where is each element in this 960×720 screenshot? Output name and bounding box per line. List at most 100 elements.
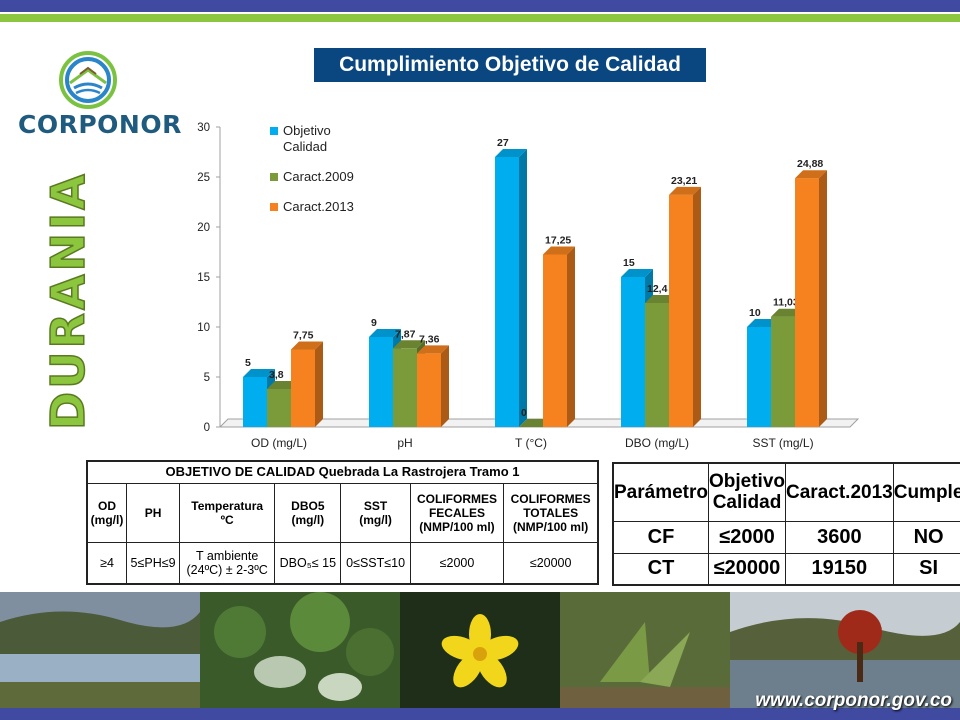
- data-label: 7,87: [395, 328, 416, 340]
- lake-photo: [0, 592, 200, 712]
- bar-front: [291, 349, 315, 427]
- data-label: 3,8: [269, 369, 284, 381]
- y-tick-label: 5: [204, 372, 210, 384]
- bar-side: [441, 345, 449, 427]
- data-label: 0: [521, 407, 527, 419]
- data-label: 7,36: [419, 333, 440, 345]
- bar-top: [291, 341, 323, 350]
- data-label: 15: [623, 257, 635, 269]
- data-label: 17,25: [545, 235, 571, 247]
- legend-swatch: [270, 127, 278, 135]
- bar-front: [369, 337, 393, 427]
- data-label: 24,88: [797, 158, 823, 170]
- bar-front: [243, 377, 267, 427]
- compliance-cell-0-2: 3600: [785, 520, 894, 554]
- bar-side: [693, 186, 701, 427]
- bar-side: [567, 246, 575, 427]
- quality-cell-4: 0≤SST≤10: [340, 542, 411, 585]
- bar-4-2: 24,88: [795, 158, 827, 427]
- x-tick-label: SST (mg/L): [752, 436, 813, 450]
- compliance-cell-1-2: 19150: [785, 552, 894, 586]
- quality-header-0: OD (mg/l): [86, 482, 127, 544]
- bottom-brand-bar: [0, 708, 960, 720]
- legend-item: Caract.2009: [270, 169, 354, 184]
- data-label: 7,75: [293, 330, 314, 342]
- red-tree-lake-photo: [730, 592, 960, 712]
- bar-2-0: 27: [495, 137, 527, 427]
- y-tick-label: 15: [197, 272, 210, 284]
- data-label: 11,03: [773, 297, 799, 309]
- bar-top: [417, 345, 449, 354]
- bar-front: [795, 178, 819, 427]
- quality-cell-1: 5≤PH≤9: [125, 542, 181, 585]
- table-row: CT ≤20000 19150 SI: [612, 552, 960, 586]
- quality-objective-table: OBJETIVO DE CALIDAD Quebrada La Rastroje…: [86, 460, 599, 585]
- quality-header-2: Temperatura ºC: [179, 482, 276, 544]
- side-title: DURANIA: [40, 170, 96, 440]
- compliance-header-3: Cumple: [892, 462, 960, 522]
- x-tick-label: OD (mg/L): [251, 436, 307, 450]
- bar-front: [645, 303, 669, 427]
- quality-header-5: COLIFORMES FECALES (NMP/100 ml): [409, 482, 505, 544]
- legend-label: Caract.2013: [283, 199, 354, 214]
- compliance-cell-0-3: NO: [892, 520, 960, 554]
- side-title-text: DURANIA: [46, 171, 95, 430]
- x-tick-label: pH: [397, 436, 412, 450]
- table-row: CF ≤2000 3600 NO: [612, 520, 960, 554]
- bar-1-2: 7,36: [417, 333, 449, 427]
- yellow-flower-photo: [400, 592, 560, 712]
- y-tick-label: 0: [204, 422, 210, 434]
- quality-objective-caption: OBJETIVO DE CALIDAD Quebrada La Rastroje…: [86, 460, 599, 484]
- compliance-cell-1-1: ≤20000: [707, 552, 787, 586]
- legend-label: Caract.2009: [283, 169, 354, 184]
- quality-header-3: DBO5 (mg/l): [274, 482, 342, 544]
- compliance-header-1: Objetivo Calidad: [707, 462, 787, 522]
- quality-cell-3: DBO₅≤ 15: [274, 542, 342, 585]
- website-url[interactable]: www.corponor.gov.co: [755, 690, 952, 711]
- bar-top: [543, 246, 575, 255]
- quality-cell-2: T ambiente (24ºC) ± 2-3ºC: [179, 542, 276, 585]
- data-label: 12,4: [647, 283, 668, 295]
- bar-side: [315, 341, 323, 427]
- legend-swatch: [270, 203, 278, 211]
- logo-text: CORPONOR: [18, 110, 182, 139]
- bar-top: [393, 340, 425, 349]
- compliance-cell-1-0: CT: [612, 552, 709, 586]
- bar-top: [369, 329, 401, 337]
- logo-emblem-icon: [59, 51, 117, 109]
- bar-front: [747, 327, 771, 427]
- bar-top: [669, 186, 701, 195]
- data-label: 23,21: [671, 175, 697, 187]
- y-tick-label: 30: [197, 122, 210, 134]
- quality-header-4: SST (mg/l): [340, 482, 411, 544]
- bromeliad-photo: [560, 592, 730, 712]
- compliance-cell-0-0: CF: [612, 520, 709, 554]
- bar-3-2: 23,21: [669, 175, 701, 427]
- quality-header-6: COLIFORMES TOTALES (NMP/100 ml): [503, 482, 599, 544]
- bar-front: [267, 389, 291, 427]
- bar-2-2: 17,25: [543, 235, 575, 427]
- top-brand-bar: [0, 0, 960, 22]
- compliance-cell-1-3: SI: [892, 552, 960, 586]
- compliance-table: Parámetro Objetivo Calidad Caract.2013 Cumpl…: [612, 462, 960, 586]
- y-tick-label: 25: [197, 172, 210, 184]
- x-tick-label: T (°C): [515, 436, 547, 450]
- bar-top: [621, 269, 653, 277]
- legend-swatch: [270, 173, 278, 181]
- compliance-header-2: Caract.2013: [785, 462, 894, 522]
- compliance-cell-0-1: ≤2000: [707, 520, 787, 554]
- data-label: 5: [245, 357, 251, 369]
- bar-0-2: 7,75: [291, 330, 323, 427]
- data-label: 9: [371, 317, 377, 329]
- bar-side: [819, 170, 827, 427]
- bar-front: [393, 348, 417, 427]
- chart-title: Cumplimiento Objetivo de Calidad: [314, 48, 706, 82]
- bar-top: [495, 149, 527, 157]
- bar-front: [771, 316, 795, 427]
- x-tick-label: DBO (mg/L): [625, 436, 689, 450]
- corponor-logo: CORPONOR: [18, 50, 182, 142]
- y-tick-label: 20: [197, 222, 210, 234]
- bar-front: [621, 277, 645, 427]
